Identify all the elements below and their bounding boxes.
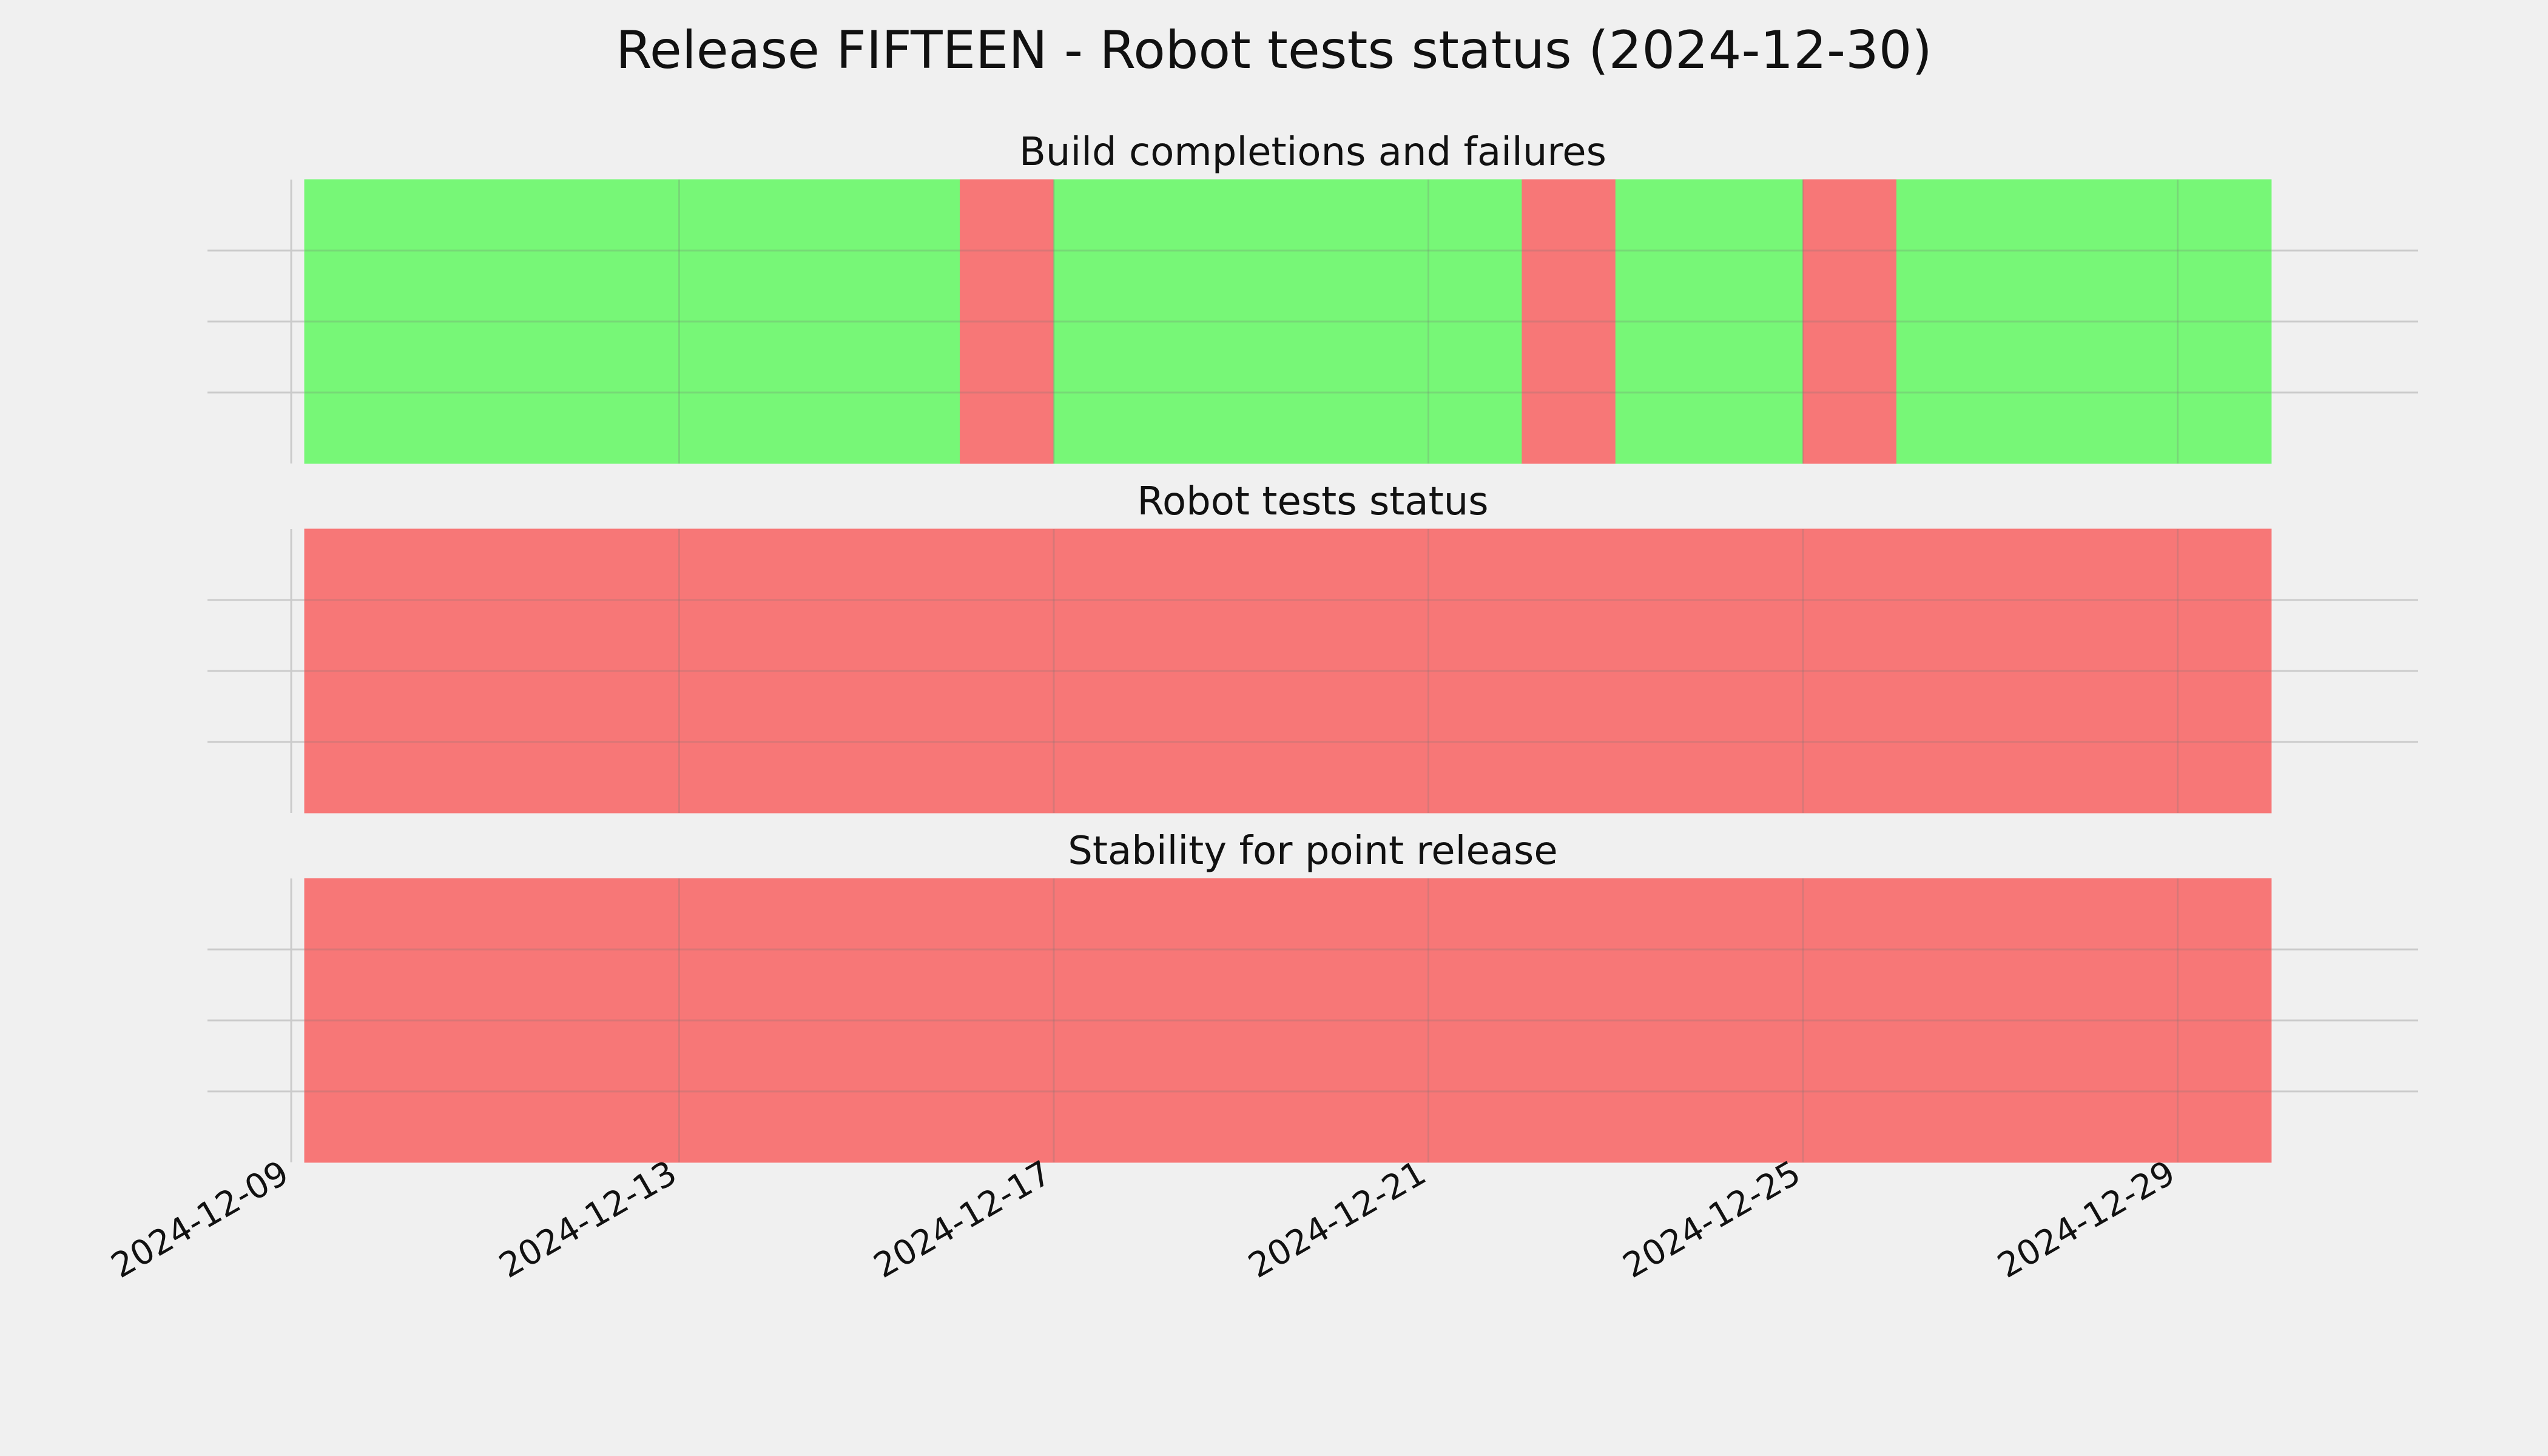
panel-title: Build completions and failures [1019, 130, 1606, 175]
panel-3: Stability for point release [207, 829, 2418, 1163]
status-segment-ok [1896, 179, 2272, 464]
status-segment-ok [304, 179, 961, 464]
status-segment-fail [960, 179, 1054, 464]
panel-2: Robot tests status [207, 479, 2418, 814]
status-segment-fail [304, 878, 2272, 1163]
status-segment-ok [1053, 179, 1523, 464]
status-segment-fail [304, 528, 2272, 814]
chart-title: Release FIFTEEN - Robot tests status (20… [616, 20, 1932, 81]
panel-title: Robot tests status [1137, 479, 1488, 524]
status-segment-fail [1522, 179, 1616, 464]
status-segment-ok [1615, 179, 1804, 464]
panels: Build completions and failures Robot test… [207, 130, 2418, 1163]
status-segment-fail [1802, 179, 1897, 464]
panel-1: Build completions and failures [207, 130, 2418, 464]
panel-title: Stability for point release [1068, 829, 1558, 874]
